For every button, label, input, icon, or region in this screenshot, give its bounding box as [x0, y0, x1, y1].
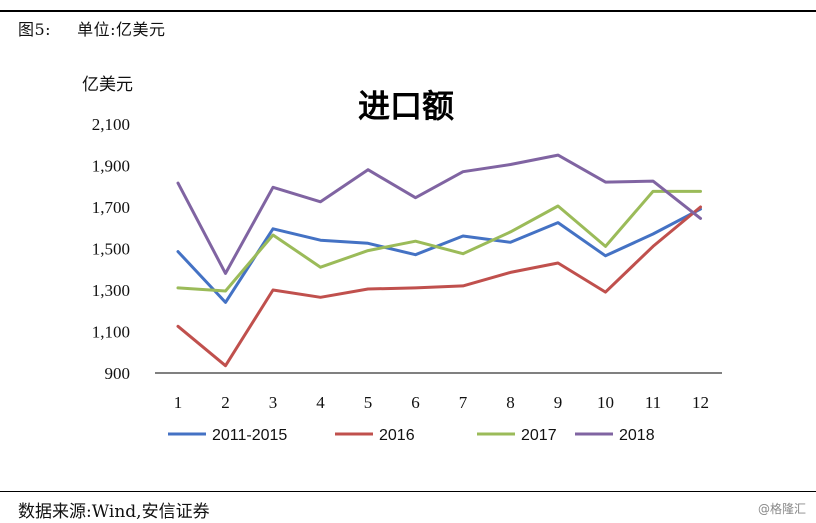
y-axis-unit-label: 亿美元: [82, 75, 133, 95]
series-line-2016: [176, 205, 702, 368]
x-tick-label: 11: [645, 393, 661, 412]
series-line-2018: [176, 153, 702, 275]
series-line-2011-2015: [176, 207, 702, 304]
source-note: 数据来源:Wind,安信证券: [18, 502, 210, 522]
legend-label: 2018: [619, 427, 655, 444]
y-tick-label: 900: [105, 364, 131, 383]
series-lines: [176, 153, 702, 368]
x-tick-label: 9: [554, 393, 563, 412]
x-tick-label: 7: [459, 393, 468, 412]
x-axis-ticks: 1 2 3 4 5 6 7 8 9 10 11 12: [174, 393, 709, 412]
x-tick-label: 3: [269, 393, 278, 412]
x-tick-label: 10: [597, 393, 614, 412]
top-rule: [0, 10, 816, 12]
x-tick-label: 8: [506, 393, 515, 412]
x-tick-label: 4: [316, 393, 325, 412]
bottom-rule: [0, 491, 816, 492]
y-tick-label: 1,900: [92, 157, 130, 176]
watermark: @格隆汇: [757, 502, 806, 516]
figure-label: 图5:: [18, 20, 52, 39]
y-tick-label: 1,100: [92, 323, 130, 342]
line-chart: 进口额 亿美元 900 1,100 1,300 1,500 1,700 1,900 2,10…: [82, 75, 722, 444]
x-tick-label: 6: [411, 393, 420, 412]
x-tick-label: 2: [221, 393, 230, 412]
chart-legend: 2011-2015 2016 2017 2018: [168, 427, 655, 444]
y-tick-label: 2,100: [92, 115, 130, 134]
y-tick-label: 1,500: [92, 240, 130, 259]
legend-label: 2011-2015: [212, 427, 287, 444]
y-tick-label: 1,700: [92, 198, 130, 217]
series-line-2017: [176, 189, 702, 293]
figure-header: 图5: 单位:亿美元: [18, 16, 165, 40]
x-tick-label: 5: [364, 393, 373, 412]
y-tick-label: 1,300: [92, 281, 130, 300]
legend-label: 2016: [379, 427, 415, 444]
unit-text: 单位:亿美元: [77, 20, 166, 39]
x-tick-label: 12: [692, 393, 709, 412]
chart-title: 进口额: [358, 87, 454, 125]
legend-label: 2017: [521, 427, 557, 444]
y-axis-ticks: 900 1,100 1,300 1,500 1,700 1,900 2,100: [92, 115, 130, 383]
x-tick-label: 1: [174, 393, 183, 412]
